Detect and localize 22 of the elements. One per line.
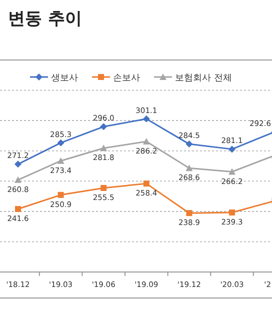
point	[186, 164, 193, 172]
point	[100, 123, 108, 130]
point	[58, 192, 64, 198]
point	[14, 160, 22, 168]
point	[100, 144, 108, 152]
point	[228, 146, 236, 153]
point	[186, 210, 192, 216]
point	[186, 140, 193, 148]
point	[142, 138, 150, 144]
legend-label: 보험회사 전체	[175, 74, 232, 84]
point	[100, 184, 107, 191]
point	[142, 115, 150, 122]
chart-title: 변동 추이	[8, 9, 82, 29]
point	[229, 209, 235, 216]
point	[57, 157, 64, 164]
point	[57, 139, 64, 146]
point	[14, 176, 22, 183]
point	[143, 180, 150, 187]
legend-label: 손보사	[113, 74, 140, 84]
legend-label: 생보사	[51, 74, 78, 84]
point	[15, 206, 21, 212]
point	[228, 168, 236, 175]
